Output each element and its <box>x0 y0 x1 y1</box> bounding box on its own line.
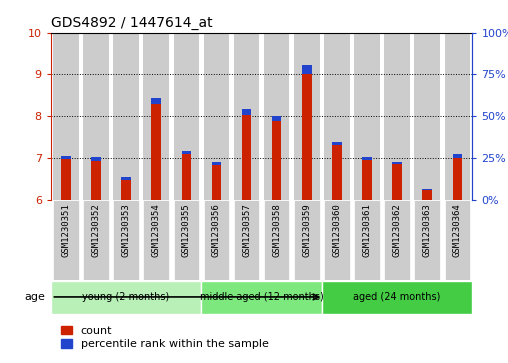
Bar <box>392 162 402 164</box>
Bar <box>174 33 199 200</box>
Bar <box>332 146 342 200</box>
Bar <box>362 160 372 200</box>
FancyBboxPatch shape <box>322 281 472 314</box>
Bar <box>113 33 139 200</box>
FancyBboxPatch shape <box>294 200 320 280</box>
Bar <box>121 180 131 200</box>
Text: GSM1230357: GSM1230357 <box>242 204 251 257</box>
FancyBboxPatch shape <box>53 200 79 280</box>
Bar <box>53 33 79 200</box>
Text: GSM1230353: GSM1230353 <box>121 204 131 257</box>
Text: GSM1230361: GSM1230361 <box>363 204 371 257</box>
Bar <box>423 191 432 200</box>
Text: GDS4892 / 1447614_at: GDS4892 / 1447614_at <box>51 16 212 30</box>
Bar <box>324 33 350 200</box>
Text: GSM1230352: GSM1230352 <box>91 204 101 257</box>
Bar <box>143 33 169 200</box>
Bar <box>61 159 71 200</box>
Text: GSM1230364: GSM1230364 <box>453 204 462 257</box>
FancyBboxPatch shape <box>234 200 260 280</box>
Bar <box>302 65 311 74</box>
Text: GSM1230362: GSM1230362 <box>393 204 402 257</box>
FancyBboxPatch shape <box>51 281 201 314</box>
FancyBboxPatch shape <box>354 200 380 280</box>
Bar <box>242 109 251 115</box>
Text: middle aged (12 months): middle aged (12 months) <box>200 292 324 302</box>
Text: GSM1230363: GSM1230363 <box>423 204 432 257</box>
Bar <box>392 164 402 200</box>
FancyBboxPatch shape <box>174 200 199 280</box>
Bar <box>415 33 440 200</box>
Bar <box>272 121 281 200</box>
Bar <box>354 33 380 200</box>
Bar <box>234 33 260 200</box>
Text: GSM1230354: GSM1230354 <box>152 204 161 257</box>
Bar <box>151 98 161 105</box>
Text: GSM1230355: GSM1230355 <box>182 204 191 257</box>
Bar <box>444 33 470 200</box>
Text: young (2 months): young (2 months) <box>82 292 170 302</box>
FancyBboxPatch shape <box>324 200 350 280</box>
Bar <box>272 116 281 121</box>
Bar <box>294 33 320 200</box>
Text: GSM1230356: GSM1230356 <box>212 204 221 257</box>
Bar <box>181 154 191 200</box>
Bar <box>385 33 410 200</box>
Bar <box>453 158 462 200</box>
Bar <box>332 142 342 145</box>
FancyBboxPatch shape <box>264 200 290 280</box>
FancyBboxPatch shape <box>415 200 440 280</box>
Text: GSM1230359: GSM1230359 <box>302 204 311 257</box>
Bar <box>453 154 462 158</box>
Text: GSM1230358: GSM1230358 <box>272 204 281 257</box>
Bar <box>204 33 229 200</box>
Bar <box>181 151 191 154</box>
Bar <box>212 163 221 166</box>
Bar <box>121 177 131 180</box>
FancyBboxPatch shape <box>204 200 229 280</box>
Bar <box>91 161 101 200</box>
FancyBboxPatch shape <box>444 200 470 280</box>
Text: GSM1230351: GSM1230351 <box>61 204 71 257</box>
Bar <box>264 33 290 200</box>
Legend: count, percentile rank within the sample: count, percentile rank within the sample <box>56 321 273 354</box>
Bar <box>362 157 372 160</box>
Text: GSM1230360: GSM1230360 <box>332 204 341 257</box>
Text: age: age <box>25 292 46 302</box>
FancyBboxPatch shape <box>385 200 410 280</box>
FancyBboxPatch shape <box>201 281 322 314</box>
Bar <box>83 33 109 200</box>
Text: aged (24 months): aged (24 months) <box>354 292 441 302</box>
FancyBboxPatch shape <box>83 200 109 280</box>
Bar <box>242 115 251 200</box>
Bar <box>302 74 311 200</box>
Bar <box>91 158 101 161</box>
Bar <box>151 105 161 200</box>
Bar <box>212 166 221 200</box>
FancyBboxPatch shape <box>143 200 169 280</box>
Bar <box>423 189 432 191</box>
FancyBboxPatch shape <box>113 200 139 280</box>
Bar <box>61 156 71 159</box>
